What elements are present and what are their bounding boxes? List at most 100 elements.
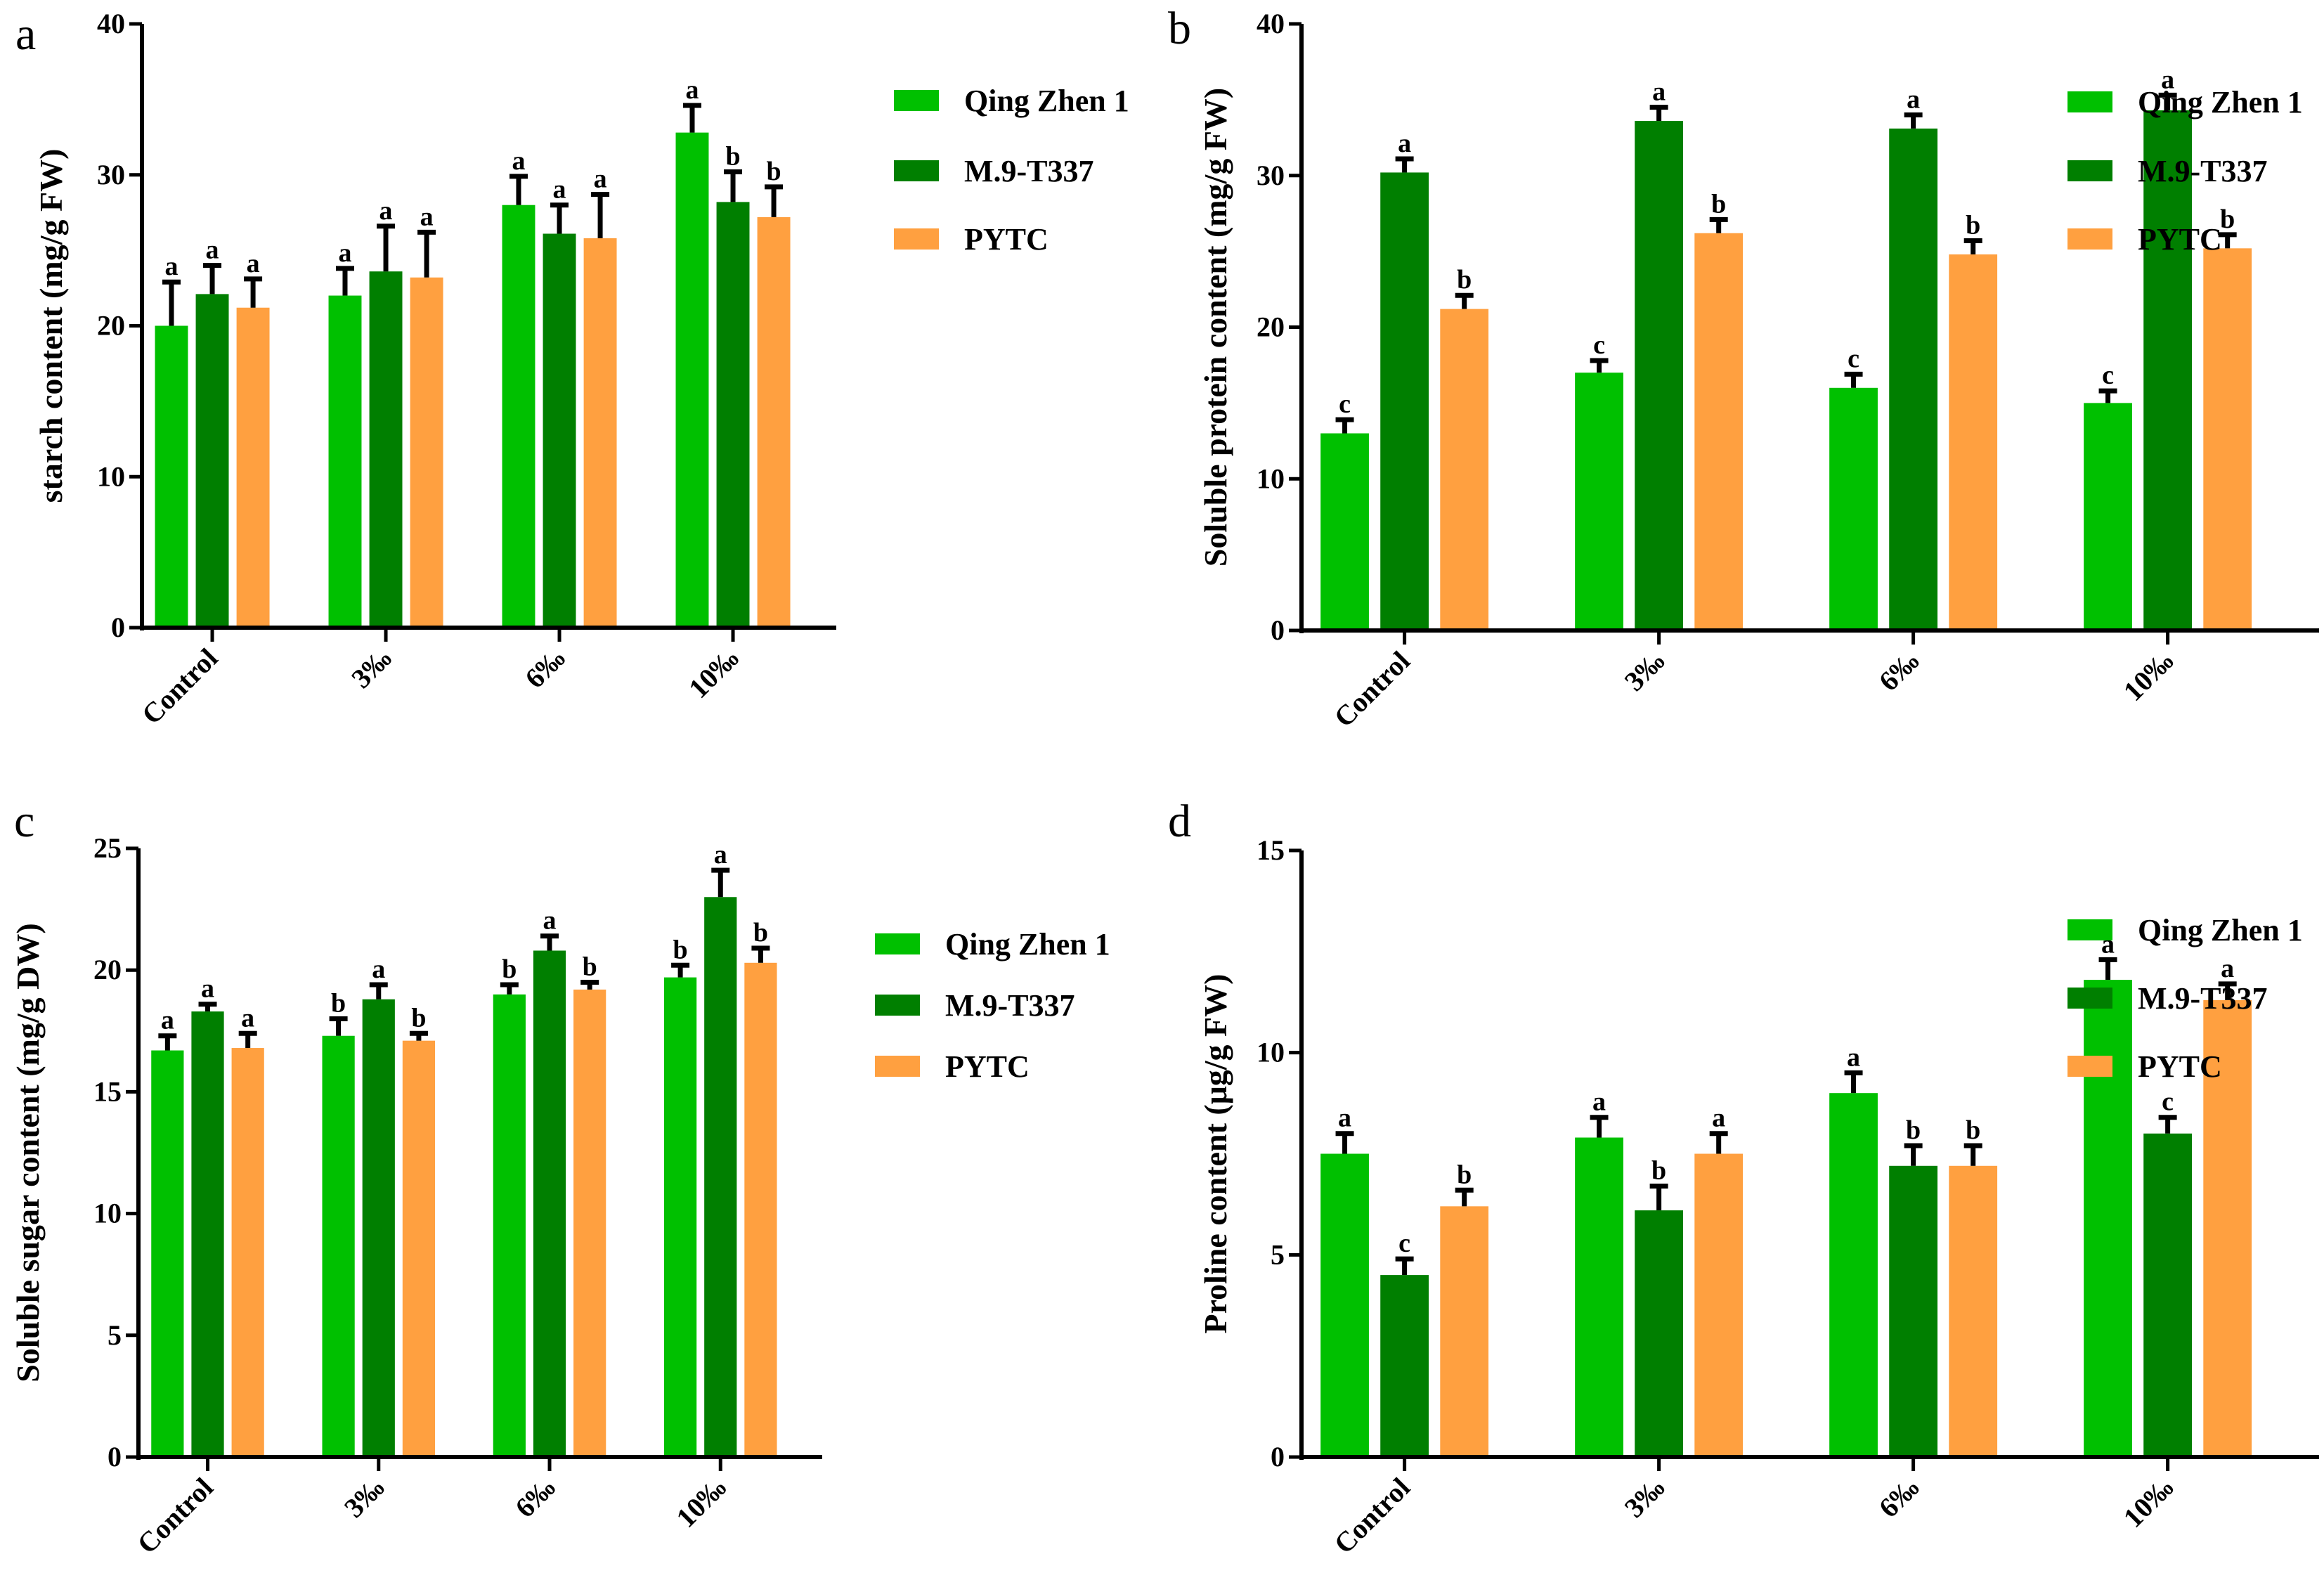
significance-letter: c [1339,389,1351,419]
bar [2203,248,2252,628]
x-tick-label: 10‰ [682,642,744,704]
y-tick-label: 40 [1257,8,1285,39]
legend-swatch [2067,228,2112,250]
bar [1635,121,1683,628]
significance-letter: a [2221,954,2234,983]
x-tick-label: Control [131,1472,219,1560]
y-axis-title: Proline content (μg/g FW) [1197,974,1233,1334]
bar [1320,433,1369,628]
y-tick-label: 10 [93,1198,122,1229]
significance-letter: a [714,840,727,869]
bar [2143,110,2192,629]
bar [1694,233,1744,628]
bar [2084,980,2132,1455]
x-tick-label: 3‰ [1618,1472,1670,1524]
y-tick-label: 30 [97,159,125,190]
bar [362,999,395,1455]
bar [2203,999,2252,1455]
significance-letter: b [1906,1115,1921,1145]
x-tick-label: 6‰ [1873,645,1925,697]
y-tick-label: 5 [1271,1238,1285,1270]
bar [663,977,697,1455]
significance-letter: a [1712,1103,1725,1133]
y-tick-label: 0 [108,1441,122,1472]
legend-label: M.9-T337 [964,154,1094,188]
significance-letter: a [2161,65,2174,94]
x-tick-label: 10‰ [2117,645,2179,707]
significance-letter: c [2102,361,2114,390]
legend-label: Qing Zhen 1 [2138,913,2303,947]
significance-letter: b [1651,1156,1666,1186]
bar [533,950,566,1455]
bar [1575,373,1623,628]
significance-letter: a [1338,1103,1351,1133]
significance-letter: a [1847,1042,1860,1072]
x-tick-label: 10‰ [2117,1472,2179,1534]
bar [1694,1153,1744,1455]
panel-b: b 0 10 20 30 40 Soluble protein content (mg/g … [1168,3,2319,733]
x-tick-label: 6‰ [509,1472,561,1524]
y-tick-label: 15 [1257,834,1285,866]
significance-letter: a [161,1006,174,1035]
significance-letter: a [201,974,214,1004]
bar [410,277,443,626]
y-axis-title: starch content (mg/g FW) [33,149,69,503]
significance-letter: a [379,196,393,226]
legend-label: M.9-T337 [945,988,1075,1023]
x-tick-label: 3‰ [345,642,397,694]
bar [236,307,270,626]
bar [369,271,403,626]
y-tick-label: 40 [97,8,125,39]
legend-swatch [2067,1056,2112,1077]
panel-letter: b [1168,3,1191,54]
bar [1949,1165,1998,1455]
legend-swatch [875,933,920,954]
legend-label: PYTC [2138,222,2222,257]
legend-swatch [875,1056,920,1077]
bar [1829,387,1878,628]
bar [1380,1275,1429,1455]
x-tick-label: 3‰ [1618,645,1670,697]
bar [573,989,606,1455]
y-tick-label: 30 [1257,160,1285,191]
bar [1320,1153,1369,1455]
legend-swatch [875,995,920,1016]
significance-letter: b [725,141,740,171]
bar [1889,128,1937,628]
bar [1440,309,1489,628]
legend-swatch [2067,988,2112,1009]
y-tick-label: 0 [111,611,125,643]
y-tick-label: 20 [1257,311,1285,343]
bar [744,962,777,1455]
significance-letter: b [411,1003,426,1033]
significance-letter: b [753,918,768,947]
bar [151,1050,184,1455]
bar [1889,1165,1937,1455]
significance-letter: b [2220,205,2235,234]
y-tick-label: 20 [93,954,122,985]
bar [502,205,535,626]
significance-letter: c [1593,330,1605,360]
legend-label: M.9-T337 [2138,981,2268,1016]
legend-label: PYTC [2138,1049,2222,1084]
legend-label: PYTC [945,1049,1030,1084]
bar [195,294,229,626]
y-tick-label: 20 [97,310,125,342]
x-tick-label: Control [136,642,224,731]
bar [1635,1210,1683,1455]
legend-label: Qing Zhen 1 [945,927,1110,962]
legend-swatch [2067,91,2112,112]
bar [155,325,188,626]
significance-letter: b [1711,189,1726,219]
significance-letter: a [1398,129,1411,158]
significance-letter: c [2162,1087,2174,1117]
panel-d: d 0 5 10 15 Proline content (μg/g FW) a c b Contr… [1168,796,2319,1560]
significance-letter: b [331,988,346,1018]
y-axis-title: Soluble protein content (mg/g FW) [1197,88,1233,567]
bar [2084,403,2132,628]
significance-letter: b [583,952,597,982]
bar [322,1035,355,1455]
significance-letter: a [206,235,219,265]
significance-letter: a [164,252,178,281]
legend-label: M.9-T337 [2138,154,2268,188]
